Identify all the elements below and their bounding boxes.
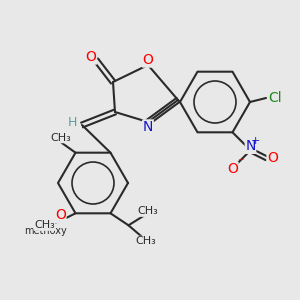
Text: N: N <box>245 139 256 153</box>
Text: CH₃: CH₃ <box>34 220 55 230</box>
Text: O: O <box>85 50 96 64</box>
Text: methoxy: methoxy <box>24 226 67 236</box>
Text: O: O <box>142 53 153 67</box>
Text: O: O <box>55 208 66 222</box>
Text: O: O <box>227 162 238 176</box>
Text: N: N <box>143 120 153 134</box>
Text: +: + <box>251 136 260 146</box>
Text: CH₃: CH₃ <box>137 206 158 216</box>
Text: Cl: Cl <box>268 91 282 105</box>
Text: ⁻: ⁻ <box>237 156 244 169</box>
Text: CH₃: CH₃ <box>50 133 71 143</box>
Text: CH₃: CH₃ <box>135 236 156 246</box>
Text: H: H <box>67 116 77 130</box>
Text: O: O <box>267 151 278 165</box>
